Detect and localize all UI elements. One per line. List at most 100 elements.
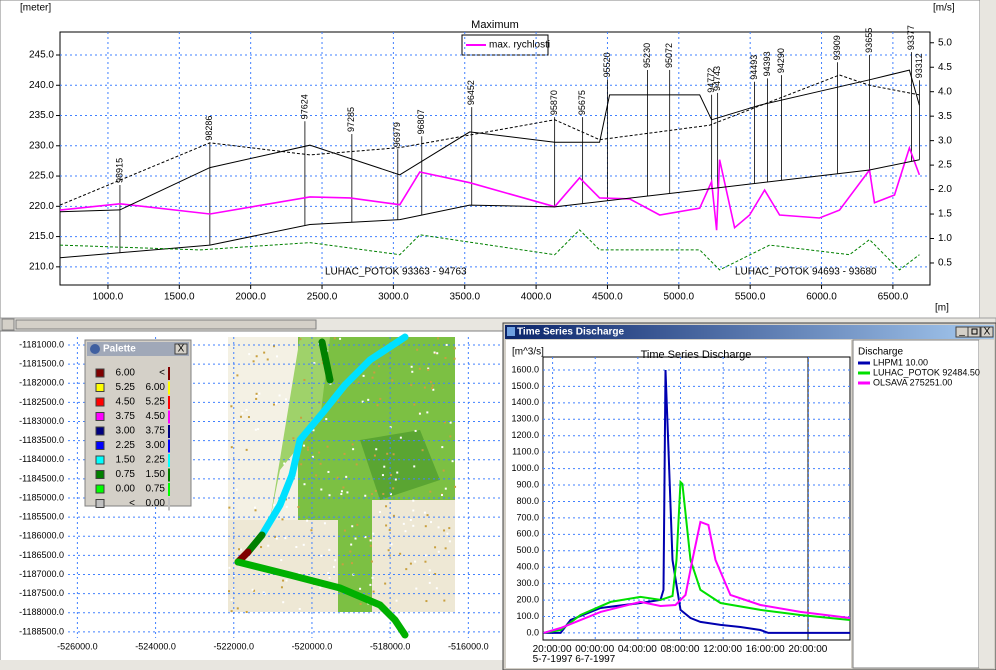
map-speckle: [372, 377, 374, 379]
map-speckle: [411, 366, 413, 368]
y2-tick-label: 1.0: [938, 233, 952, 244]
close-glyph[interactable]: X: [984, 327, 991, 338]
map-speckle: [256, 393, 258, 395]
map-speckle: [320, 488, 322, 490]
map-speckle: [430, 381, 432, 383]
minimize-glyph[interactable]: _: [958, 326, 965, 337]
canvas: [meter] [m/s] [m] Maximum max. rychlosti…: [0, 0, 996, 670]
map-speckle: [449, 435, 451, 437]
map-speckle: [431, 387, 433, 389]
ts-scrollbar[interactable]: [979, 340, 994, 668]
map-speckle: [351, 562, 353, 564]
map-speckle: [327, 446, 329, 448]
y-tick-label: -1185000.0: [19, 492, 64, 502]
map-speckle: [237, 607, 239, 609]
y-tick-label: -1182000.0: [19, 378, 64, 388]
y-tick-label: 200.0: [516, 594, 539, 604]
y-tick-label: 400.0: [516, 562, 539, 572]
legend-label: LUHAC_POTOK 92484.50: [873, 367, 980, 377]
legend-label: OLSAVA 275251.00: [873, 377, 952, 387]
palette-to: 5.25: [146, 397, 166, 408]
y2-tick-label: 0.5: [938, 258, 952, 269]
map-speckle: [356, 524, 358, 526]
map-speckle: [412, 525, 414, 527]
map-speckle: [228, 567, 230, 569]
scroll-thumb[interactable]: [16, 320, 316, 329]
map-speckle: [370, 545, 372, 547]
palette-from: 3.75: [116, 411, 136, 422]
map-speckle: [379, 511, 381, 513]
map-speckle: [415, 430, 417, 432]
map-speckle: [345, 476, 347, 478]
y-tick-label: 245.0: [29, 50, 54, 61]
y-tick-label: -1186000.0: [19, 531, 64, 541]
map-speckle: [436, 352, 438, 354]
map-speckle: [429, 491, 431, 493]
map-speckle: [443, 470, 445, 472]
map-speckle: [419, 368, 421, 370]
x-tick-label: 4000.0: [521, 292, 552, 303]
map-speckle: [329, 494, 331, 496]
map-speckle: [238, 548, 240, 550]
map-scrollbar[interactable]: [0, 660, 503, 670]
map-speckle: [372, 533, 374, 535]
section-label: 96452: [466, 80, 476, 105]
map-speckle: [303, 544, 305, 546]
annotation: LUHAC_POTOK 93363 - 94763: [325, 267, 467, 278]
map-speckle: [267, 545, 269, 547]
map-speckle: [355, 538, 357, 540]
y-tick-label: 1600.0: [511, 364, 539, 374]
scroll-left[interactable]: [2, 319, 14, 330]
map-speckle: [283, 462, 285, 464]
map-speckle: [285, 579, 287, 581]
map-speckle: [307, 446, 309, 448]
section-label: 94290: [776, 48, 786, 73]
y-tick-label: -1183500.0: [19, 435, 64, 445]
palette-to: 2.25: [146, 455, 166, 466]
map-speckle: [396, 600, 398, 602]
x-tick-label: -522000.0: [213, 641, 254, 651]
y-tick-label: -1186500.0: [19, 550, 64, 560]
map-speckle: [441, 494, 443, 496]
map-speckle: [334, 559, 336, 561]
palette-from: 3.00: [116, 426, 136, 437]
palette-to: 3.00: [146, 440, 166, 451]
palette-close-x[interactable]: X: [178, 344, 185, 355]
map-speckle: [234, 419, 236, 421]
map-speckle: [454, 486, 456, 488]
map-speckle: [430, 521, 432, 523]
map-speckle: [240, 416, 242, 418]
map-speckle: [327, 471, 329, 473]
map-speckle: [286, 506, 288, 508]
map-speckle: [307, 449, 309, 451]
map-speckle: [325, 418, 327, 420]
section-label: 94743: [712, 66, 722, 91]
map-speckle: [258, 393, 260, 395]
map-speckle: [248, 416, 250, 418]
map-speckle: [399, 553, 401, 555]
map-speckle: [303, 379, 305, 381]
section-label: 93312: [914, 53, 924, 78]
map-speckle: [445, 488, 447, 490]
y-tick-label: 1200.0: [511, 430, 539, 440]
y-tick-label: -1184000.0: [19, 454, 64, 464]
map-speckle: [333, 566, 335, 568]
x-tick-label: 5000.0: [664, 292, 695, 303]
map-speckle: [429, 569, 431, 571]
map-speckle: [389, 529, 391, 531]
x-tick-label: -520000.0: [292, 641, 333, 651]
map-speckle: [444, 357, 446, 359]
v-scrollbar[interactable]: [980, 0, 996, 318]
palette-swatch: [96, 485, 104, 493]
map-speckle: [432, 385, 434, 387]
x-tick-label: 04:00:00: [618, 645, 657, 655]
x-tick-label: 08:00:00: [661, 645, 700, 655]
map-speckle: [324, 522, 326, 524]
map-speckle: [340, 493, 342, 495]
map-speckle: [356, 463, 358, 465]
map-speckle: [231, 446, 233, 448]
y-tick-label: 240.0: [29, 80, 54, 91]
map-speckle: [299, 608, 301, 610]
map-speckle: [413, 465, 415, 467]
x-tick-label: 2500.0: [307, 292, 338, 303]
